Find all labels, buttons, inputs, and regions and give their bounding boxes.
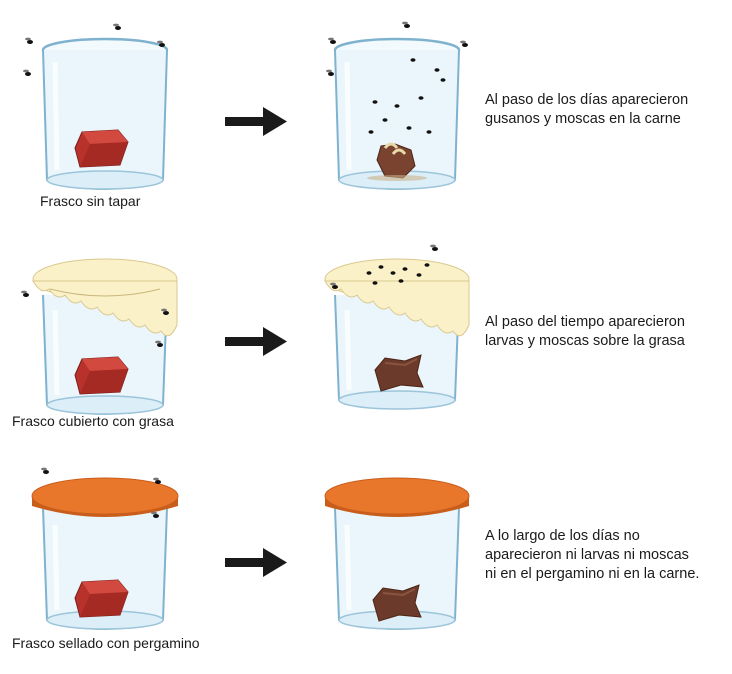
row-sealed: Frasco sellado con pergamino A lo largo … bbox=[0, 455, 732, 670]
arrow-right-icon bbox=[225, 548, 287, 577]
result-text: Al paso de los días aparecieron gusanos … bbox=[485, 91, 732, 129]
jar-gauze-before bbox=[21, 258, 178, 415]
result-line: Al paso del tiempo aparecieron bbox=[485, 314, 685, 330]
jar-uncovered-after bbox=[326, 21, 468, 190]
jar-label: Frasco sin tapar bbox=[40, 193, 141, 209]
jar-uncovered-before bbox=[23, 23, 169, 190]
result-text: A lo largo de los días no aparecieron ni… bbox=[485, 527, 732, 584]
fly-icon bbox=[330, 244, 438, 289]
arrow-right-icon bbox=[225, 107, 287, 136]
result-line: larvas y moscas sobre la grasa bbox=[485, 333, 685, 349]
fly-icon bbox=[21, 290, 169, 347]
meat-rotten bbox=[374, 354, 424, 392]
result-line: Al paso de los días aparecieron bbox=[485, 92, 689, 108]
jar-gauze-after bbox=[324, 244, 470, 410]
result-line: ni en el pergamino ni en la carne. bbox=[485, 566, 700, 582]
fly-icon bbox=[23, 23, 165, 76]
result-line: A lo largo de los días no bbox=[485, 528, 640, 544]
row-uncovered: Frasco sin tapar Al paso de los bbox=[0, 0, 732, 220]
jar-sealed-after bbox=[324, 477, 470, 630]
gauze-cover bbox=[324, 258, 470, 337]
fly-icon bbox=[326, 21, 468, 134]
meat-fresh bbox=[74, 579, 129, 618]
jar-sealed-before bbox=[31, 467, 179, 630]
meat-fresh bbox=[74, 129, 129, 168]
arrow-right-icon bbox=[225, 327, 287, 356]
parchment-lid bbox=[31, 477, 179, 517]
jar-label: Frasco sellado con pergamino bbox=[12, 635, 200, 651]
result-line: gusanos y moscas en la carne bbox=[485, 111, 681, 127]
result-line: aparecieron ni larvas ni moscas bbox=[485, 547, 689, 563]
row-gauze: Frasco cubierto con grasa Al paso del ti… bbox=[0, 240, 732, 440]
fly-icon bbox=[41, 467, 161, 518]
gauze-cover bbox=[32, 258, 178, 337]
parchment-lid bbox=[324, 477, 470, 517]
meat-fresh bbox=[74, 356, 129, 395]
meat-rotten bbox=[372, 584, 422, 622]
jar-label: Frasco cubierto con grasa bbox=[12, 413, 174, 429]
result-text: Al paso del tiempo aparecieron larvas y … bbox=[485, 313, 732, 351]
meat-rotten-larvae bbox=[367, 142, 427, 181]
